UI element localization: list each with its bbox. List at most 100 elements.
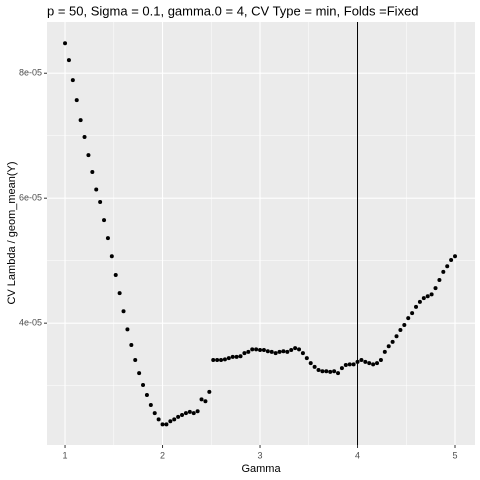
- point: [441, 269, 446, 274]
- point: [211, 358, 216, 363]
- x-tick-label: 1: [63, 450, 68, 460]
- point: [402, 323, 407, 328]
- point: [336, 371, 341, 376]
- point: [421, 296, 426, 301]
- point: [133, 358, 138, 363]
- point: [433, 286, 438, 291]
- point: [183, 411, 188, 416]
- point: [254, 347, 259, 352]
- point: [125, 327, 130, 332]
- point: [410, 311, 415, 316]
- point: [199, 397, 204, 402]
- point: [172, 417, 177, 422]
- point: [281, 349, 286, 354]
- point: [82, 134, 87, 139]
- point: [98, 199, 103, 204]
- y-axis-label: CV Lambda / geom_mean(Y): [6, 161, 18, 304]
- point: [207, 389, 212, 394]
- x-tick-label: 3: [258, 450, 263, 460]
- point: [168, 419, 173, 424]
- point: [219, 358, 224, 363]
- point: [328, 369, 333, 374]
- y-tick-label: 6e-05: [19, 193, 42, 203]
- point: [304, 356, 309, 361]
- panel: [47, 22, 475, 445]
- point: [417, 299, 422, 304]
- point: [86, 153, 91, 158]
- point: [343, 363, 348, 368]
- point: [94, 187, 99, 192]
- point: [453, 254, 458, 259]
- point: [109, 254, 114, 259]
- point: [203, 399, 208, 404]
- point: [117, 291, 122, 296]
- point: [234, 354, 239, 359]
- point: [137, 371, 142, 376]
- point: [308, 361, 313, 366]
- point: [176, 414, 181, 419]
- point: [300, 351, 305, 356]
- point: [141, 383, 146, 388]
- point: [113, 273, 118, 278]
- x-axis-label: Gamma: [241, 463, 281, 475]
- point: [105, 236, 110, 241]
- point: [160, 422, 165, 427]
- point: [102, 218, 107, 223]
- point: [449, 258, 454, 263]
- point: [74, 98, 79, 103]
- point: [78, 118, 83, 123]
- point: [187, 409, 192, 414]
- point: [152, 411, 157, 416]
- point: [351, 362, 356, 367]
- point: [378, 358, 383, 363]
- point: [246, 349, 251, 354]
- point: [371, 362, 376, 367]
- point: [273, 351, 278, 356]
- point: [70, 78, 75, 83]
- point: [261, 348, 266, 353]
- y-tick-label: 4e-05: [19, 318, 42, 328]
- point: [398, 328, 403, 333]
- point: [367, 361, 372, 366]
- point: [414, 304, 419, 309]
- x-tick-label: 2: [160, 450, 165, 460]
- point: [191, 411, 196, 416]
- point: [242, 351, 247, 356]
- point: [425, 294, 430, 299]
- x-tick-label: 4: [355, 450, 360, 460]
- point: [148, 403, 153, 408]
- point: [445, 264, 450, 269]
- point: [238, 354, 243, 359]
- point: [394, 334, 399, 339]
- point: [285, 349, 290, 354]
- point: [63, 41, 68, 46]
- point: [324, 369, 329, 374]
- point: [289, 348, 294, 353]
- point: [332, 369, 337, 374]
- point: [277, 349, 282, 354]
- point: [429, 292, 434, 297]
- point: [164, 422, 169, 427]
- point: [230, 354, 235, 359]
- point: [156, 417, 161, 422]
- point: [359, 358, 364, 363]
- point: [121, 309, 126, 314]
- point: [406, 316, 411, 321]
- point: [258, 348, 263, 353]
- point: [375, 361, 380, 366]
- point: [180, 413, 185, 418]
- point: [363, 359, 368, 364]
- point: [195, 409, 200, 414]
- point: [297, 347, 302, 352]
- point: [386, 344, 391, 349]
- point: [269, 349, 274, 354]
- point: [320, 369, 325, 374]
- point: [293, 346, 298, 351]
- point: [312, 364, 317, 369]
- point: [347, 362, 352, 367]
- point: [144, 393, 149, 398]
- chart-title: p = 50, Sigma = 0.1, gamma.0 = 4, CV Typ…: [47, 3, 419, 18]
- point: [215, 358, 220, 363]
- point: [339, 366, 344, 371]
